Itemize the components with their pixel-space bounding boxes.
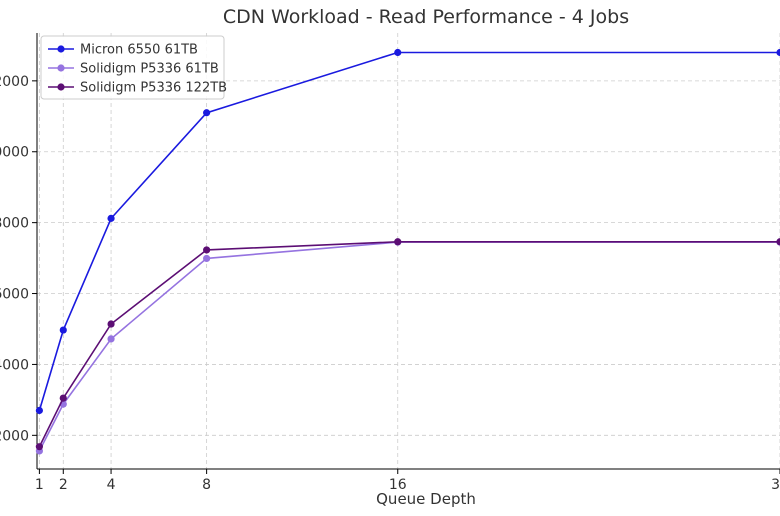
y-ticks: 2000 4000 6000 8000 10000 12000 <box>0 74 37 444</box>
x-tick-label: 8 <box>202 477 211 493</box>
y-tick-label: 10000 <box>0 145 29 161</box>
series-1-point <box>776 48 780 57</box>
legend-box <box>40 35 225 100</box>
axes <box>36 33 780 470</box>
legend-label-2: Solidigm P5336 61TB <box>80 62 219 77</box>
series-line-3 <box>38 241 780 448</box>
legend-marker-2 <box>57 64 65 72</box>
series-line-1 <box>38 51 780 411</box>
legend-marker-3 <box>57 83 65 91</box>
series-2-point <box>203 254 211 263</box>
series-3-point <box>203 246 211 254</box>
y-tick-label: 6000 <box>0 287 29 303</box>
series-3-point <box>776 238 780 246</box>
series-3-point <box>35 443 43 451</box>
y-tick-label: 8000 <box>0 216 29 232</box>
grid <box>37 33 780 469</box>
x-tick-label: 16 <box>389 477 407 493</box>
legend: Micron 6550 61TB Solidigm P5336 61TB Solid… <box>40 35 227 100</box>
y-tick-label: 2000 <box>0 428 29 444</box>
series-1-point <box>203 109 211 117</box>
legend-label-1: Micron 6550 61TB <box>80 43 198 58</box>
series <box>35 48 780 455</box>
y-tick-label: 12000 <box>0 74 29 90</box>
legend-label-3: Solidigm P5336 122TB <box>80 81 227 96</box>
x-tick-label: 32 <box>771 477 780 493</box>
legend-marker-1 <box>57 45 65 53</box>
series-3-point <box>107 320 115 328</box>
series-1-point <box>59 326 67 334</box>
series-1-point <box>35 406 43 415</box>
x-tick-label: 4 <box>107 477 116 493</box>
x-tick-label: 1 <box>35 477 44 493</box>
y-tick-label: 4000 <box>0 357 29 373</box>
x-tick-label: 2 <box>59 477 68 493</box>
series-1-point <box>107 214 115 222</box>
x-ticks: 12 4 8 16 32 <box>35 469 780 493</box>
chart-title: CDN Workload - Read Performance - 4 Jobs <box>223 6 629 28</box>
series-2-point <box>107 335 115 343</box>
x-axis-label: Queue Depth <box>376 490 476 508</box>
series-1-point <box>394 48 402 57</box>
series-line-2 <box>38 241 780 452</box>
series-3-point <box>394 238 402 246</box>
series-3-point <box>59 394 67 402</box>
